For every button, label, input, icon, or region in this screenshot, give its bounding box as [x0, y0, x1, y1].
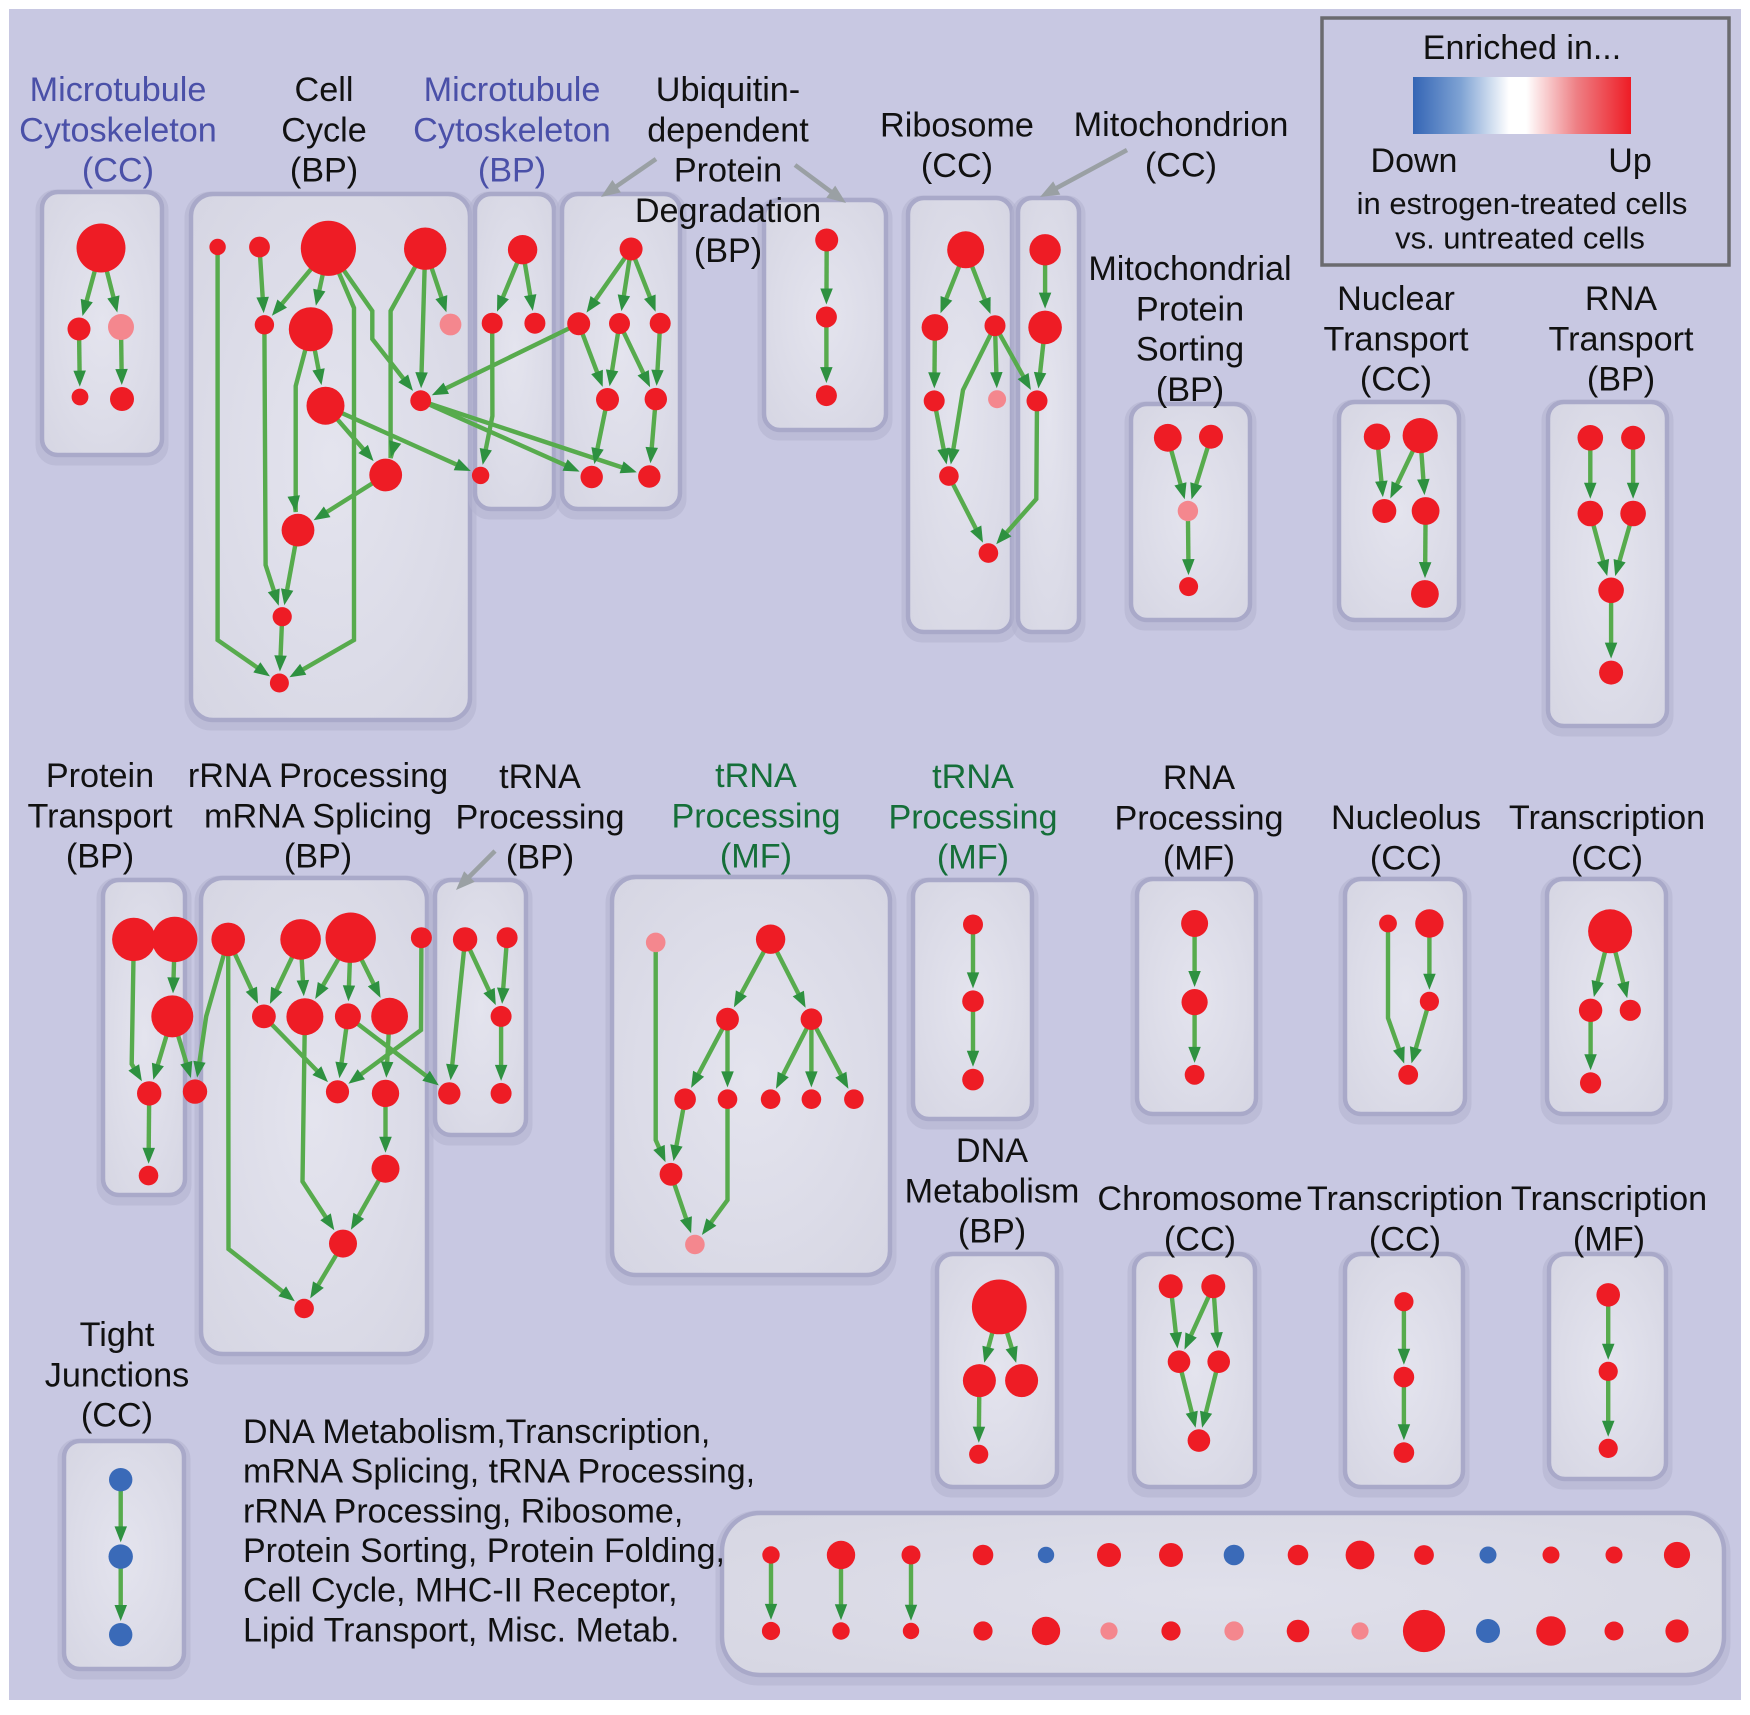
svg-text:Nucleolus: Nucleolus — [1331, 799, 1481, 837]
svg-text:Transport: Transport — [1548, 320, 1694, 358]
svg-text:(CC): (CC) — [1360, 361, 1432, 399]
svg-text:Protein Sorting, Protein Foldi: Protein Sorting, Protein Folding, — [243, 1532, 725, 1570]
svg-text:Mitochondrion: Mitochondrion — [1074, 106, 1289, 144]
svg-text:Transcription: Transcription — [1509, 799, 1705, 837]
svg-text:Tight: Tight — [80, 1316, 155, 1354]
svg-text:(BP): (BP) — [694, 232, 762, 270]
svg-text:Transport: Transport — [1323, 320, 1469, 358]
svg-text:Nuclear: Nuclear — [1337, 280, 1455, 318]
svg-text:dependent: dependent — [647, 111, 809, 149]
svg-text:(BP): (BP) — [66, 838, 134, 876]
svg-text:tRNA: tRNA — [499, 758, 581, 796]
svg-text:Microtubule: Microtubule — [424, 71, 601, 109]
svg-text:RNA: RNA — [1163, 759, 1235, 797]
svg-text:Microtubule: Microtubule — [30, 71, 207, 109]
svg-text:Mitochondrial: Mitochondrial — [1088, 250, 1291, 288]
svg-text:mRNA Splicing, tRNA Processing: mRNA Splicing, tRNA Processing, — [243, 1453, 755, 1491]
svg-text:Down: Down — [1371, 142, 1458, 180]
svg-text:Transcription: Transcription — [1307, 1180, 1503, 1218]
svg-text:Processing: Processing — [1114, 799, 1283, 837]
svg-text:Cell Cycle, MHC-II Receptor,: Cell Cycle, MHC-II Receptor, — [243, 1572, 678, 1610]
svg-text:Cytoskeleton: Cytoskeleton — [413, 111, 611, 149]
svg-text:Junctions: Junctions — [45, 1356, 189, 1394]
svg-text:Ubiquitin-: Ubiquitin- — [656, 71, 800, 109]
svg-text:Sorting: Sorting — [1136, 331, 1244, 369]
svg-text:(BP): (BP) — [958, 1213, 1026, 1251]
svg-text:Ribosome: Ribosome — [880, 107, 1034, 145]
svg-text:(CC): (CC) — [921, 147, 993, 185]
svg-text:mRNA Splicing: mRNA Splicing — [204, 797, 432, 835]
svg-text:vs. untreated cells: vs. untreated cells — [1395, 220, 1645, 255]
svg-text:Protein: Protein — [674, 152, 782, 190]
svg-text:Transcription: Transcription — [1511, 1180, 1707, 1218]
svg-text:(CC): (CC) — [1145, 146, 1217, 184]
svg-text:Up: Up — [1608, 142, 1651, 180]
svg-text:Processing: Processing — [888, 798, 1057, 836]
svg-text:(BP): (BP) — [1587, 361, 1655, 399]
svg-text:Transport: Transport — [27, 797, 173, 835]
svg-text:Cell: Cell — [295, 71, 354, 109]
svg-text:(BP): (BP) — [290, 152, 358, 190]
svg-text:(MF): (MF) — [937, 839, 1009, 877]
svg-text:tRNA: tRNA — [932, 758, 1014, 796]
svg-text:Protein: Protein — [1136, 290, 1244, 328]
svg-text:(CC): (CC) — [1571, 839, 1643, 877]
svg-text:rRNA Processing, Ribosome,: rRNA Processing, Ribosome, — [243, 1492, 683, 1530]
svg-text:Protein: Protein — [46, 757, 154, 795]
svg-text:(MF): (MF) — [1573, 1220, 1645, 1258]
svg-text:tRNA: tRNA — [715, 757, 797, 795]
svg-text:Processing: Processing — [455, 798, 624, 836]
svg-text:(CC): (CC) — [81, 1397, 153, 1435]
svg-text:(CC): (CC) — [82, 152, 154, 190]
svg-text:Lipid Transport, Misc. Metab.: Lipid Transport, Misc. Metab. — [243, 1611, 680, 1649]
svg-text:Metabolism: Metabolism — [905, 1172, 1080, 1210]
svg-text:DNA: DNA — [956, 1132, 1028, 1170]
svg-text:Processing: Processing — [671, 797, 840, 835]
svg-text:DNA Metabolism,Transcription,: DNA Metabolism,Transcription, — [243, 1413, 710, 1451]
svg-text:Degradation: Degradation — [635, 192, 821, 230]
svg-text:Enriched in...: Enriched in... — [1423, 29, 1621, 67]
svg-text:(CC): (CC) — [1369, 1220, 1441, 1258]
svg-text:(CC): (CC) — [1164, 1220, 1236, 1258]
svg-text:RNA: RNA — [1585, 280, 1657, 318]
svg-text:(MF): (MF) — [1163, 840, 1235, 878]
svg-text:(CC): (CC) — [1370, 839, 1442, 877]
svg-text:Cytoskeleton: Cytoskeleton — [19, 111, 217, 149]
svg-text:(BP): (BP) — [1156, 371, 1224, 409]
svg-text:(BP): (BP) — [506, 839, 574, 877]
svg-text:(MF): (MF) — [720, 838, 792, 876]
svg-text:Chromosome: Chromosome — [1097, 1180, 1302, 1218]
svg-text:rRNA Processing: rRNA Processing — [188, 757, 448, 795]
svg-text:in estrogen-treated cells: in estrogen-treated cells — [1357, 186, 1688, 221]
svg-text:(BP): (BP) — [478, 152, 546, 190]
svg-text:(BP): (BP) — [284, 838, 352, 876]
svg-text:Cycle: Cycle — [281, 111, 367, 149]
